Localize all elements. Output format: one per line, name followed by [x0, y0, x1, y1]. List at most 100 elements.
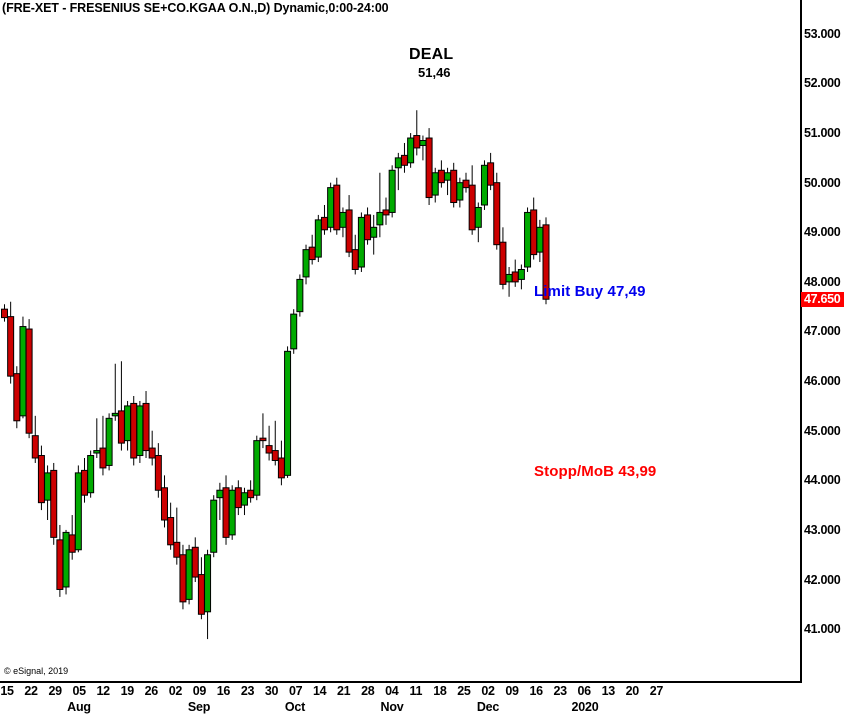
candlestick-bar — [394, 152, 402, 191]
candlestick-bar — [1, 304, 8, 322]
candlestick-bar — [505, 267, 513, 297]
candlestick-bar — [370, 214, 378, 255]
candlestick-bar — [314, 214, 322, 263]
candlestick-bar — [13, 366, 21, 429]
candlestick-bar — [524, 207, 532, 272]
candlestick-bar — [210, 495, 218, 558]
candlestick-bar — [124, 400, 132, 451]
annotation-deal-label: DEAL — [409, 46, 454, 63]
candlestick-bar — [173, 507, 181, 565]
candlestick-bar — [105, 413, 113, 471]
candlestick-bar — [204, 549, 212, 640]
candlestick-plot — [0, 14, 800, 648]
candlestick-bar — [93, 418, 101, 458]
date-tick-label: 22 — [24, 684, 38, 698]
candlestick-bar — [364, 207, 372, 245]
candlestick-bar — [167, 502, 175, 550]
candlestick-bar — [50, 462, 58, 545]
date-tick-label: 06 — [577, 684, 592, 698]
month-tick-label: 2020 — [571, 700, 599, 714]
date-tick-label: 02 — [168, 684, 183, 698]
candlestick-bar — [357, 212, 365, 272]
date-tick-label: 16 — [216, 684, 231, 698]
candlestick-bar — [345, 195, 353, 258]
date-tick-label: 30 — [264, 684, 279, 698]
date-tick-label: 20 — [625, 684, 640, 698]
candlestick-bar — [382, 197, 390, 225]
candlestick-bar — [444, 167, 452, 196]
candlestick-bar — [222, 475, 230, 545]
price-tick-label: 52.000 — [804, 76, 841, 91]
date-tick-label: 09 — [192, 684, 207, 698]
candlestick-bar — [99, 415, 107, 476]
last-price-badge: 47.650 — [801, 292, 844, 308]
price-tick-label: 48.000 — [804, 274, 841, 289]
candlestick-bar — [37, 445, 45, 511]
candlestick-bar — [284, 346, 292, 478]
candlestick-bar — [62, 529, 70, 595]
candlestick-bar — [388, 165, 396, 218]
candlestick-bar — [468, 165, 476, 235]
candlestick-bar — [480, 160, 488, 210]
candlestick-bar — [351, 234, 359, 275]
candlestick-bar — [228, 485, 236, 540]
price-axis-line — [800, 0, 802, 682]
date-tick-label: 26 — [144, 684, 159, 698]
candlestick-bar — [462, 172, 470, 193]
candlestick-bar — [216, 482, 224, 521]
candlestick-bar — [474, 202, 482, 243]
candlestick-bar — [413, 110, 421, 156]
date-axis: 15 22 29 05 12 19 26 02 09 16 23 30 07 14 21 28 04 11 18 25… — [0, 684, 800, 720]
candlestick-bar — [493, 172, 501, 250]
date-tick-label: 05 — [72, 684, 86, 698]
candlestick-bar — [487, 152, 495, 191]
candlestick-bar — [7, 301, 15, 384]
candlestick-bar — [154, 443, 162, 498]
candlestick-bar — [499, 227, 507, 290]
candlestick-bar — [185, 544, 193, 605]
annotation-limit-buy: Limit Buy 47,49 — [534, 283, 646, 300]
price-axis: 53.000 52.000 51.000 50.000 49.000 48.000 47.0… — [803, 0, 844, 682]
candlestick-bar — [271, 420, 279, 466]
date-tick-label: 25 — [457, 684, 471, 698]
month-tick-label: Sep — [187, 700, 211, 714]
candlestick-bar — [179, 544, 187, 610]
date-tick-label: 12 — [96, 684, 111, 698]
candlestick-bar — [308, 234, 316, 265]
candlestick-svg — [1, 110, 550, 640]
candlestick-bar — [191, 537, 199, 583]
candlestick-bar — [160, 475, 168, 528]
candlestick-bar — [130, 395, 138, 466]
price-tick-label: 53.000 — [804, 26, 841, 41]
candlestick-bar — [419, 135, 427, 161]
candlestick-bar — [253, 435, 261, 501]
price-tick-label: 49.000 — [804, 225, 841, 240]
date-tick-label: 15 — [0, 684, 14, 698]
price-tick-label: 45.000 — [804, 423, 841, 438]
price-tick-label: 42.000 — [804, 572, 841, 587]
candlestick-bar — [247, 480, 255, 503]
month-tick-label: Aug — [67, 700, 91, 714]
candlestick-bar — [296, 274, 304, 317]
candlestick-bar — [437, 160, 445, 188]
month-tick-label: Dec — [476, 700, 500, 714]
candlestick-bar — [25, 319, 33, 439]
month-tick-label: Oct — [284, 700, 306, 714]
candlestick-bar — [456, 177, 464, 208]
date-tick-label: 02 — [481, 684, 495, 698]
price-tick-label: 51.000 — [804, 126, 841, 141]
price-tick-label: 50.000 — [804, 175, 841, 190]
candlestick-bar — [197, 557, 205, 620]
date-tick-label: 21 — [337, 684, 351, 698]
candlestick-bar — [234, 480, 242, 516]
date-tick-label: 28 — [361, 684, 375, 698]
annotation-stopp-mob: Stopp/MoB 43,99 — [534, 463, 657, 480]
candlestick-bar — [376, 172, 384, 238]
candlestick-bar — [320, 204, 328, 235]
candlestick-bar — [259, 413, 267, 449]
date-tick-label: 09 — [505, 684, 519, 698]
candlestick-bar — [431, 167, 439, 203]
candlestick-bar — [425, 128, 433, 205]
date-tick-label: 14 — [312, 684, 327, 698]
